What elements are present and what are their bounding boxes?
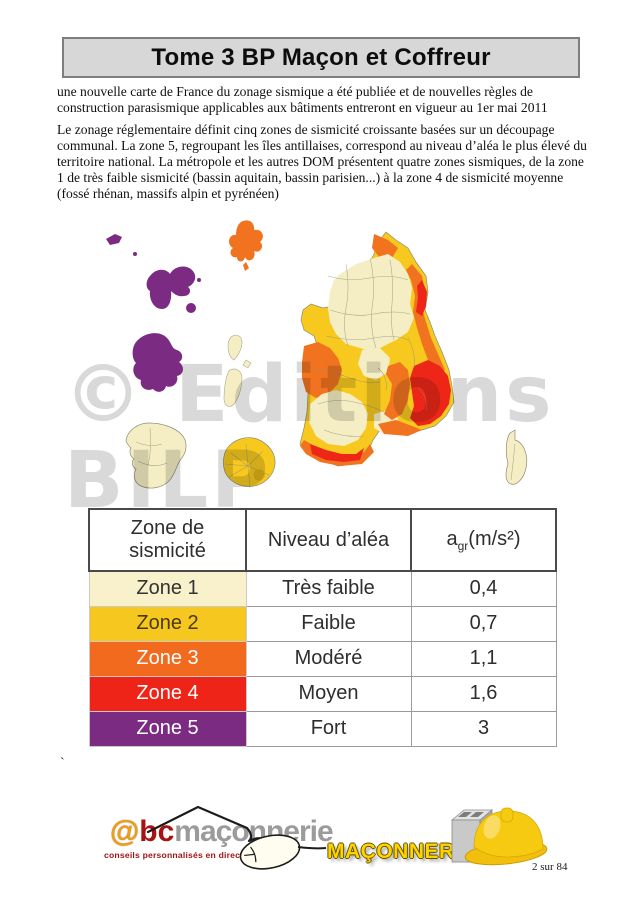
saint-martin-islands (106, 234, 137, 256)
agr-cell: 1,1 (410, 640, 557, 677)
at-symbol: @ (110, 815, 140, 848)
page-number: 2 sur 84 (532, 861, 568, 873)
logo-name: maçonnerie (174, 815, 333, 848)
intro-paragraph: une nouvelle carte de France du zonage s… (57, 84, 548, 115)
niveau-cell: Faible (245, 605, 412, 642)
niveau-cell: Très faible (245, 570, 412, 607)
header-niveau: Niveau d’aléa (245, 508, 412, 572)
abc-maconnerie-logo: @bcmaçonnerie (110, 815, 334, 848)
niveau-cell: Fort (245, 710, 412, 747)
zone-5-cell: Zone 5 (88, 710, 247, 747)
zone-4-cell: Zone 4 (88, 675, 247, 712)
niveau-cell: Modéré (245, 640, 412, 677)
france-seismic-zoning-map (78, 218, 538, 503)
guadeloupe-island (146, 266, 201, 313)
martinique-island (132, 333, 183, 392)
zone-3-cell: Zone 3 (88, 640, 247, 677)
reunion-island (223, 437, 276, 489)
table-row: Zone 3 Modéré 1,1 (88, 640, 557, 677)
table-row: Zone 1 Très faible 0,4 (88, 570, 557, 607)
french-guiana (125, 422, 187, 489)
zone-2-cell: Zone 2 (88, 605, 247, 642)
maconnerie-banner: MAÇONNERIE (327, 840, 476, 863)
agr-cell: 0,7 (410, 605, 557, 642)
saint-pierre-et-miquelon (223, 334, 252, 407)
table-row: Zone 2 Faible 0,7 (88, 605, 557, 642)
corsica-island (505, 429, 528, 485)
hard-hat-icon (464, 807, 548, 866)
mayotte-island (229, 220, 263, 271)
agr-cell: 0,4 (410, 570, 557, 607)
table-row: Zone 5 Fort 3 (88, 710, 557, 747)
agr-cell: 3 (410, 710, 557, 747)
stray-backtick: ` (60, 756, 65, 771)
seismic-zones-table: Zone de sismicité Niveau d’aléa agr(m/s²… (88, 508, 557, 747)
header-zone: Zone de sismicité (88, 508, 247, 572)
header-agr: agr(m/s²) (410, 508, 557, 572)
niveau-cell: Moyen (245, 675, 412, 712)
logo-tagline: conseils personnalisés en direct sur le … (104, 850, 290, 860)
zone-1-cell: Zone 1 (88, 570, 247, 607)
mainland-france (299, 231, 455, 467)
map-svg (106, 220, 528, 489)
zoning-paragraph: Le zonage réglementaire définit cinq zon… (57, 122, 587, 201)
table-row: Zone 4 Moyen 1,6 (88, 675, 557, 712)
table-header-row: Zone de sismicité Niveau d’aléa agr(m/s²… (88, 508, 557, 572)
title-box: Tome 3 BP Maçon et Coffreur (62, 37, 580, 78)
logo-bc: bc (139, 815, 175, 848)
agr-cell: 1,6 (410, 675, 557, 712)
page-title: Tome 3 BP Maçon et Coffreur (151, 43, 491, 71)
